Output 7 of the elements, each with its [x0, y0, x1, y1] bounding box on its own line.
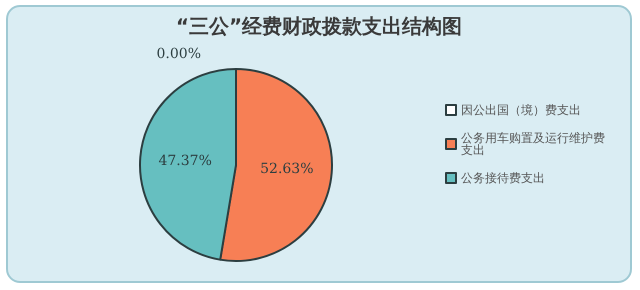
data-label: 52.63% [260, 161, 314, 178]
data-label: 47.37% [158, 152, 212, 169]
text: 0.00% [156, 46, 201, 62]
legend-label: 公务接待费支出 [461, 171, 545, 185]
legend-label: 因公出国（境）费支出 [461, 103, 581, 117]
legend-label: 公务用车购置及运行维护费支出 [461, 131, 605, 157]
chart-title: “三公”经费财政拨款支出结构图 [176, 14, 462, 38]
